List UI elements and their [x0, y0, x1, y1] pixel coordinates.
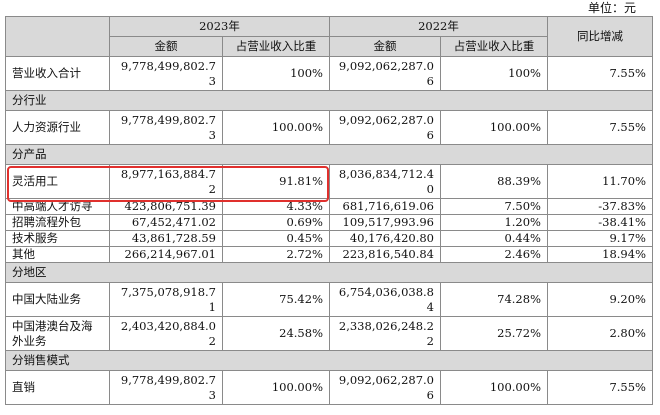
- amount-2023: 7,375,078,918.71: [109, 282, 223, 317]
- share-2023: 2.72%: [222, 246, 330, 263]
- amount-2022: 8,036,834,712.40: [329, 164, 441, 199]
- amount-2022: 681,716,619.06: [329, 198, 441, 215]
- row-label: 中国港澳台及海外业务: [5, 316, 110, 351]
- share-2023: 0.69%: [222, 214, 330, 231]
- section-row-industry: 分行业: [5, 90, 653, 111]
- yoy-change: 7.55%: [547, 56, 653, 91]
- amount-2022: 40,176,420.80: [329, 230, 441, 247]
- header-yoy: 同比增减: [547, 16, 653, 57]
- table-row: 人力资源行业 9,778,499,802.73 100.00% 9,092,06…: [5, 110, 653, 145]
- amount-2023: 423,806,751.39: [109, 198, 223, 215]
- amount-2022: 109,517,993.96: [329, 214, 441, 231]
- share-2023: 100.00%: [222, 110, 330, 145]
- share-2023: 100.00%: [222, 370, 330, 405]
- row-label: 灵活用工: [5, 164, 110, 199]
- amount-2023: 266,214,967.01: [109, 246, 223, 263]
- table-row: 中国大陆业务 7,375,078,918.71 75.42% 6,754,036…: [5, 282, 653, 317]
- yoy-change: -37.83%: [547, 198, 653, 215]
- table-row: 直销 9,778,499,802.73 100.00% 9,092,062,28…: [5, 370, 653, 405]
- table-row: 中高端人才访寻 423,806,751.39 4.33% 681,716,619…: [5, 198, 653, 215]
- table-row: 招聘流程外包 67,452,471.02 0.69% 109,517,993.9…: [5, 214, 653, 231]
- share-2023: 100%: [222, 56, 330, 91]
- yoy-change: 9.20%: [547, 282, 653, 317]
- amount-2023: 9,778,499,802.73: [109, 370, 223, 405]
- row-label: 直销: [5, 370, 110, 405]
- section-row-product: 分产品: [5, 144, 653, 165]
- share-2022: 1.20%: [440, 214, 548, 231]
- row-label: 人力资源行业: [5, 110, 110, 145]
- yoy-change: 7.55%: [547, 110, 653, 145]
- row-label: 中国大陆业务: [5, 282, 110, 317]
- header-year-2023: 2023年: [109, 16, 330, 37]
- yoy-change: 11.70%: [547, 164, 653, 199]
- table-row: 其他 266,214,967.01 2.72% 223,816,540.84 2…: [5, 246, 653, 263]
- amount-2023: 43,861,728.59: [109, 230, 223, 247]
- amount-2023: 9,778,499,802.73: [109, 110, 223, 145]
- header-year-2022: 2022年: [329, 16, 548, 37]
- yoy-change: 2.80%: [547, 316, 653, 351]
- row-label: 技术服务: [5, 230, 110, 247]
- section-title: 分行业: [5, 90, 653, 111]
- share-2022: 100.00%: [440, 370, 548, 405]
- share-2022: 100%: [440, 56, 548, 91]
- share-2022: 74.28%: [440, 282, 548, 317]
- share-2023: 75.42%: [222, 282, 330, 317]
- yoy-change: 7.55%: [547, 370, 653, 405]
- amount-2022: 6,754,036,038.84: [329, 282, 441, 317]
- section-row-region: 分地区: [5, 262, 653, 283]
- table-row: 技术服务 43,861,728.59 0.45% 40,176,420.80 0…: [5, 230, 653, 247]
- yoy-change: 18.94%: [547, 246, 653, 263]
- section-row-sales: 分销售模式: [5, 350, 653, 371]
- header-share-2023: 占营业收入比重: [222, 36, 330, 57]
- yoy-change: -38.41%: [547, 214, 653, 231]
- amount-2022: 9,092,062,287.06: [329, 110, 441, 145]
- row-label: 中高端人才访寻: [5, 198, 110, 215]
- header-amount-2023: 金额: [109, 36, 223, 57]
- header-amount-2022: 金额: [329, 36, 441, 57]
- amount-2023: 9,778,499,802.73: [109, 56, 223, 91]
- section-title: 分产品: [5, 144, 653, 165]
- share-2022: 2.46%: [440, 246, 548, 263]
- amount-2023: 67,452,471.02: [109, 214, 223, 231]
- row-label: 营业收入合计: [5, 56, 110, 91]
- section-title: 分销售模式: [5, 350, 653, 371]
- amount-2022: 2,338,026,248.22: [329, 316, 441, 351]
- table-row-total: 营业收入合计 9,778,499,802.73 100% 9,092,062,2…: [5, 56, 653, 91]
- header-blank: [5, 16, 110, 57]
- unit-label: 单位：元: [587, 1, 636, 15]
- amount-2022: 223,816,540.84: [329, 246, 441, 263]
- table-row: 灵活用工 8,977,163,884.72 91.81% 8,036,834,7…: [5, 164, 653, 199]
- share-2023: 91.81%: [222, 164, 330, 199]
- amount-2022: 9,092,062,287.06: [329, 370, 441, 405]
- header-share-2022: 占营业收入比重: [440, 36, 548, 57]
- share-2022: 0.44%: [440, 230, 548, 247]
- amount-2023: 2,403,420,884.02: [109, 316, 223, 351]
- share-2023: 0.45%: [222, 230, 330, 247]
- share-2023: 4.33%: [222, 198, 330, 215]
- table-row: 中国港澳台及海外业务 2,403,420,884.02 24.58% 2,338…: [5, 316, 653, 351]
- share-2023: 24.58%: [222, 316, 330, 351]
- share-2022: 25.72%: [440, 316, 548, 351]
- row-label: 招聘流程外包: [5, 214, 110, 231]
- yoy-change: 9.17%: [547, 230, 653, 247]
- amount-2023: 8,977,163,884.72: [109, 164, 223, 199]
- share-2022: 7.50%: [440, 198, 548, 215]
- share-2022: 100.00%: [440, 110, 548, 145]
- share-2022: 88.39%: [440, 164, 548, 199]
- row-label: 其他: [5, 246, 110, 263]
- revenue-breakdown-table: 2023年 2022年 同比增减 金额 占营业收入比重 金额 占营业收入比重 营…: [5, 16, 653, 405]
- amount-2022: 9,092,062,287.06: [329, 56, 441, 91]
- section-title: 分地区: [5, 262, 653, 283]
